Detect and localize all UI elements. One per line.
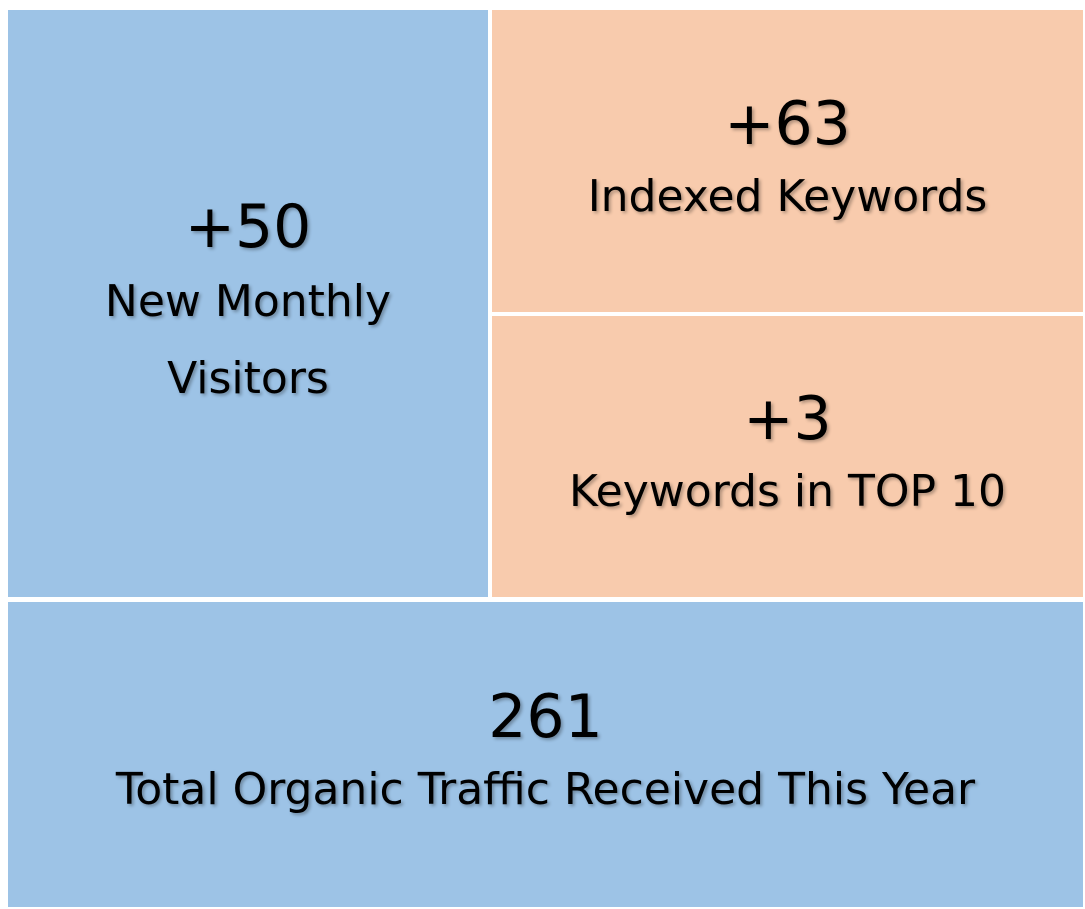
tile-label: Indexed Keywords <box>587 170 988 222</box>
tile-value: +63 <box>724 88 851 159</box>
tile-value: 261 <box>488 682 603 753</box>
tile-label: Total Organic Traffic Received This Year <box>115 764 976 816</box>
tile-label: New Monthly Visitors <box>104 275 392 404</box>
tile-value: +3 <box>743 384 832 455</box>
tile-label: Keywords in TOP 10 <box>569 466 1006 518</box>
tile: +3 Keywords in TOP 10 <box>492 316 1083 597</box>
tile-value: +50 <box>184 191 312 262</box>
tile: +50 New Monthly Visitors <box>8 10 488 597</box>
tile: 261 Total Organic Traffic Received This … <box>8 602 1083 907</box>
tile: +63 Indexed Keywords <box>492 10 1083 312</box>
